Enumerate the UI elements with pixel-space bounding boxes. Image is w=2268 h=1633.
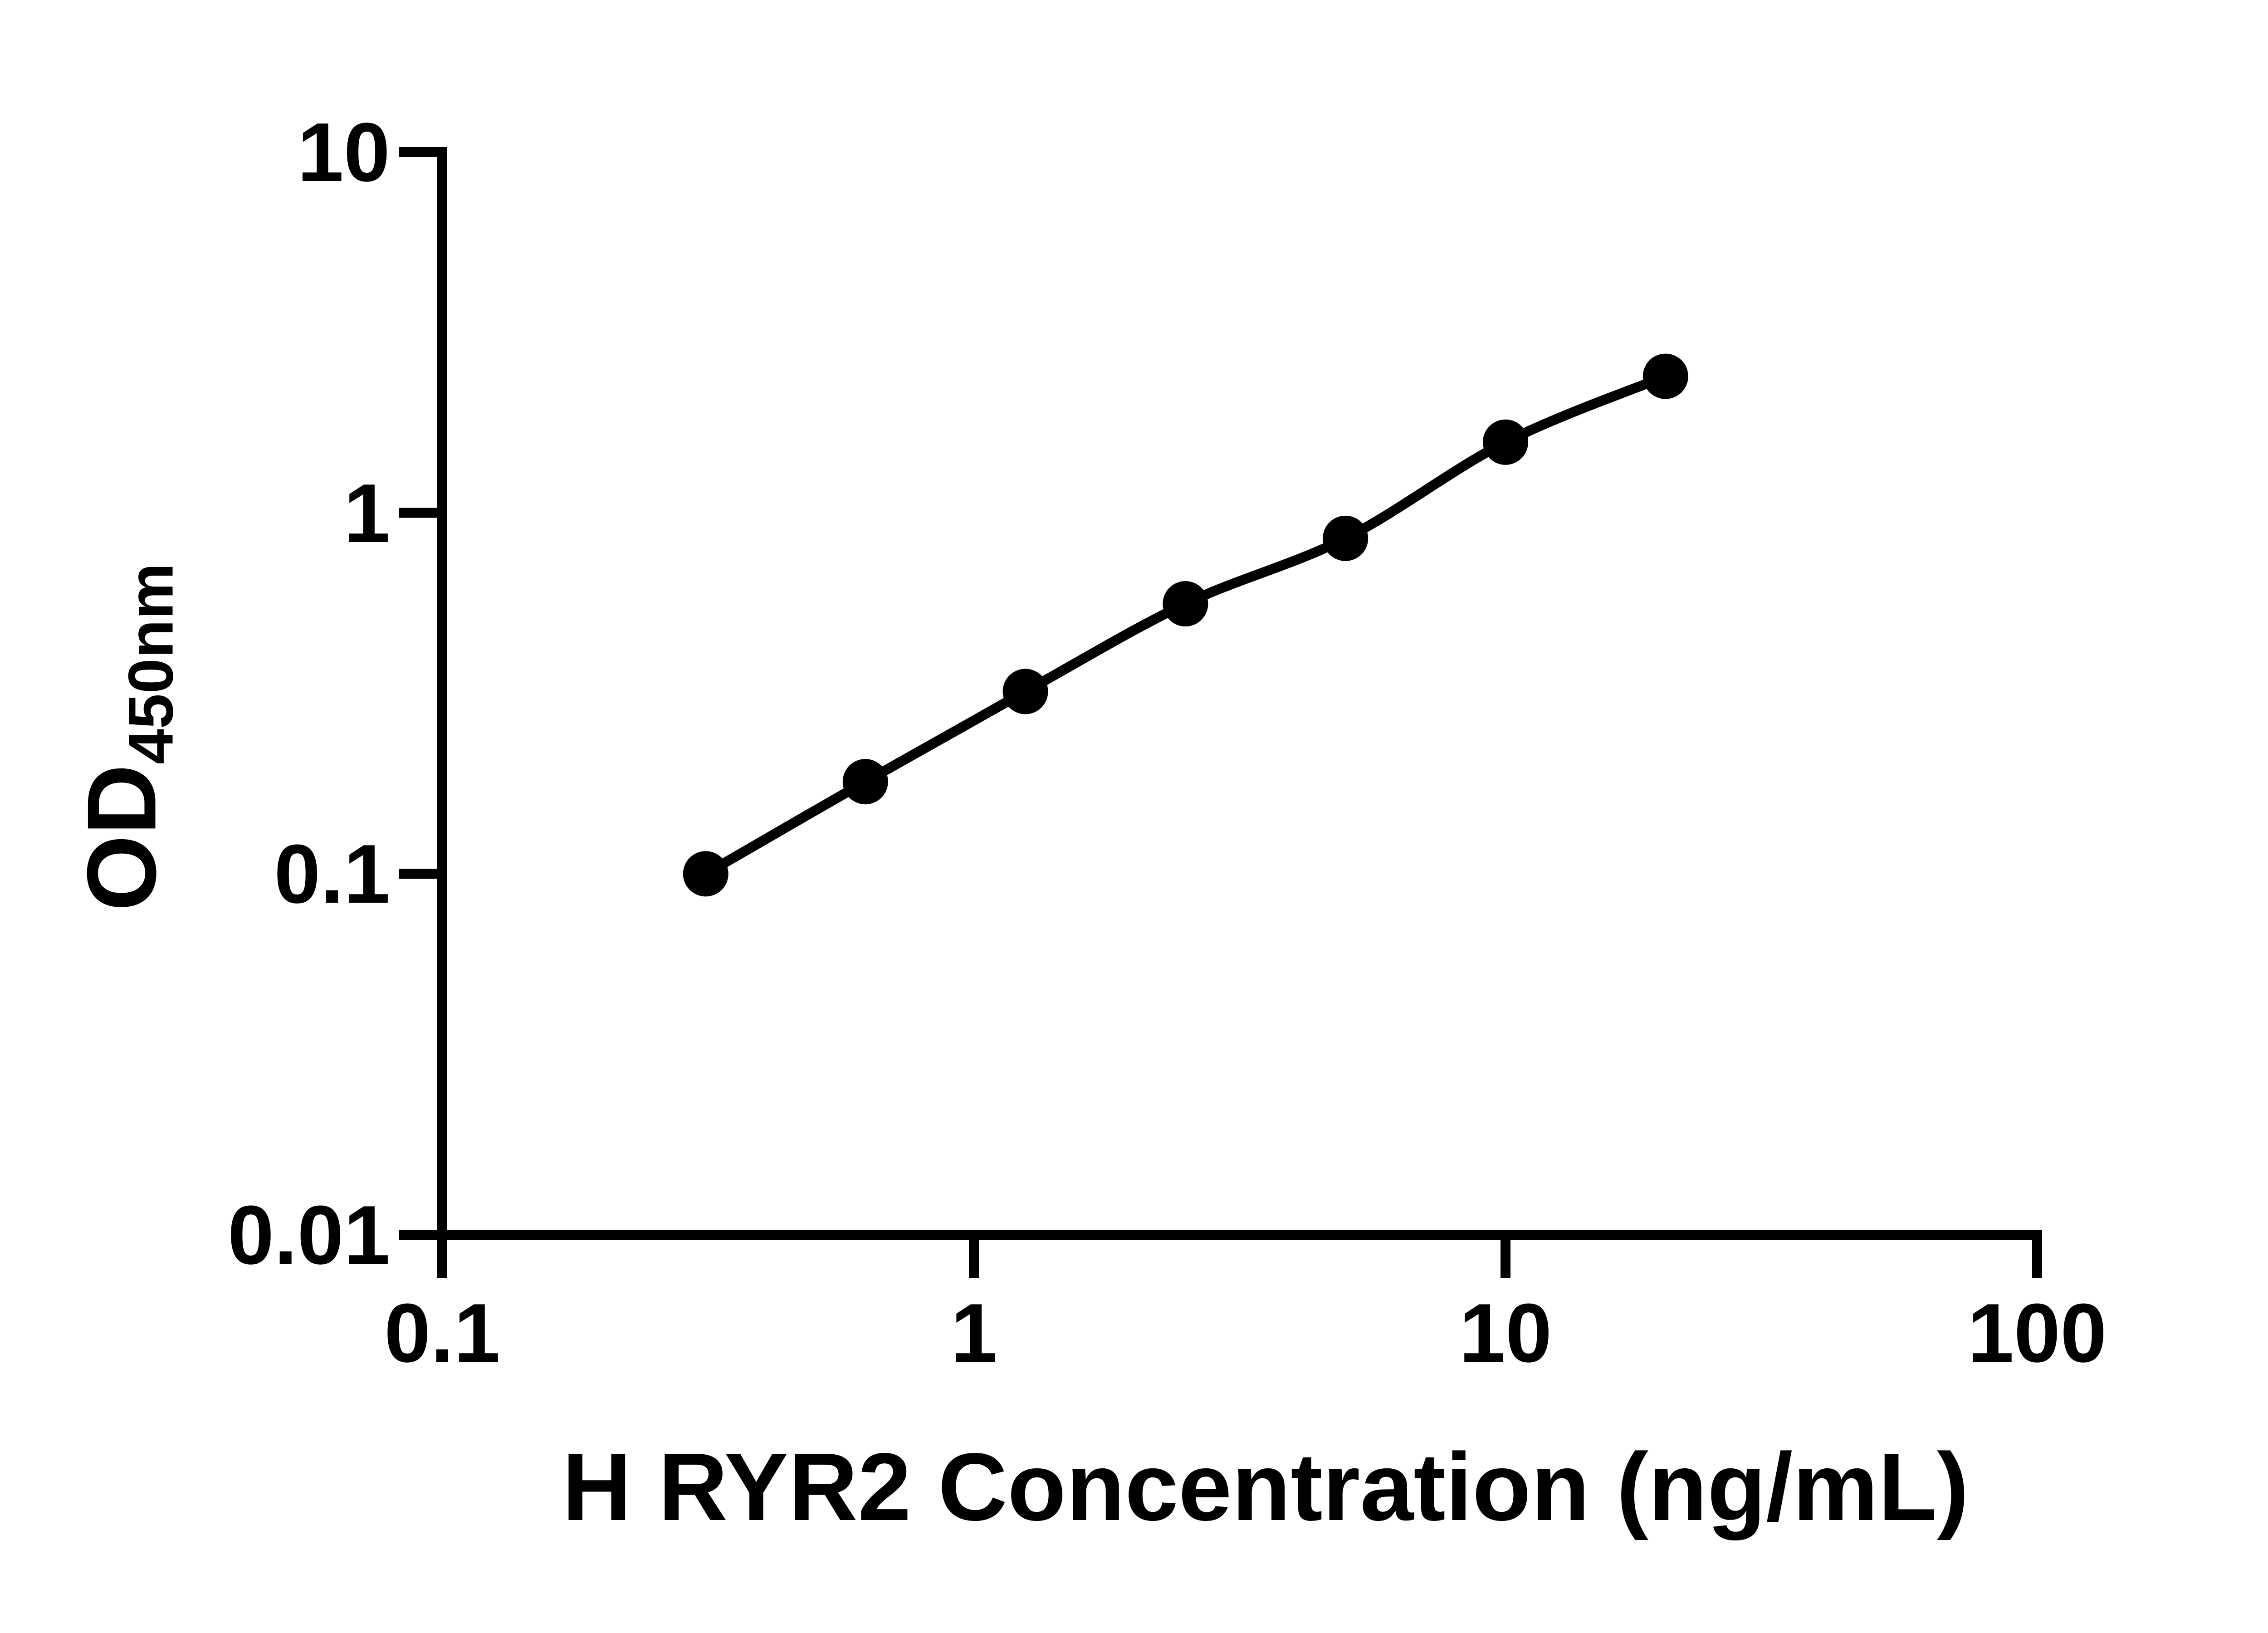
data-point (1163, 581, 1208, 627)
y-tick-label-10: 10 (297, 105, 390, 199)
y-tick-label-1: 1 (343, 466, 390, 560)
x-axis-title: H RYR2 Concentration (ng/mL) (562, 1433, 1969, 1540)
x-tick-label-0.1: 0.1 (384, 1286, 500, 1379)
data-point (1642, 353, 1688, 399)
data-point (683, 851, 728, 897)
x-tick-label-10: 10 (1459, 1286, 1552, 1379)
x-tick-label-100: 100 (1967, 1286, 2107, 1379)
data-point (1483, 419, 1528, 465)
y-axis-title: OD450nm (67, 563, 200, 911)
data-point (842, 759, 888, 805)
y-tick-label-0.1: 0.1 (274, 827, 390, 920)
data-point (1323, 515, 1369, 561)
y-tick-label-0.01: 0.01 (227, 1188, 390, 1281)
y-axis-title-subscript: 450nm (115, 563, 186, 764)
data-point (1002, 669, 1048, 714)
y-axis-title-main: OD (66, 764, 176, 911)
x-tick-label-1: 1 (950, 1286, 997, 1379)
